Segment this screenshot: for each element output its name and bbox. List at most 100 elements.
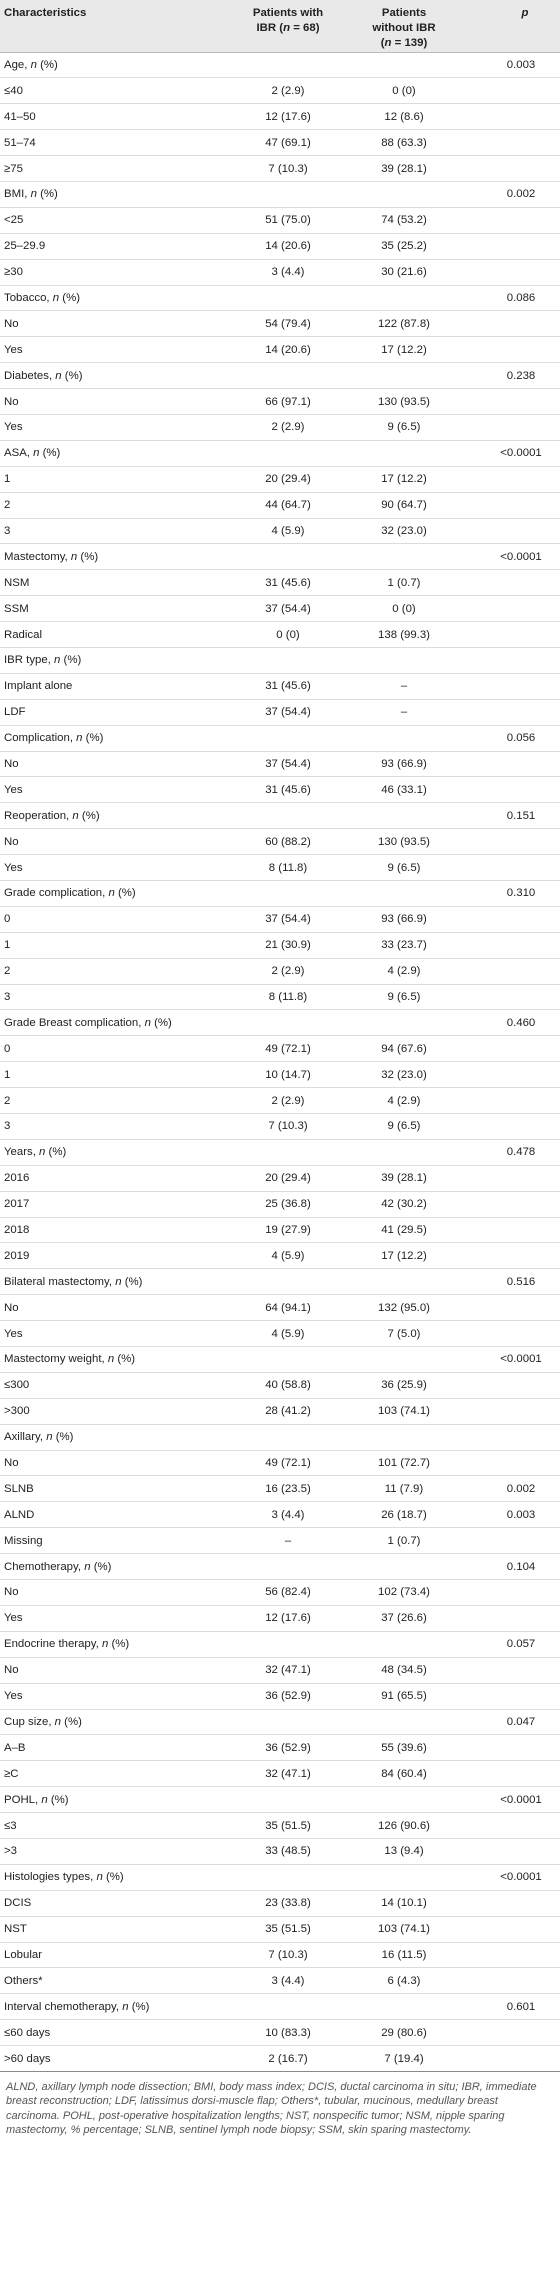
table-row: ≤3 35 (51.5) 126 (90.6) (0, 1812, 560, 1839)
row-p-value (464, 647, 560, 674)
row-value-no-ibr: 13 (9.4) (344, 1838, 464, 1865)
row-label: Yes (0, 414, 232, 441)
row-label: Yes (0, 776, 232, 804)
row-value-ibr: 2 (16.7) (232, 2045, 344, 2072)
row-value-ibr: 7 (10.3) (232, 1113, 344, 1140)
row-value-ibr (232, 647, 344, 674)
row-value-no-ibr: 102 (73.4) (344, 1579, 464, 1606)
table-header: Characteristics Patients with IBR (n = 6… (0, 0, 560, 53)
row-value-ibr: 8 (11.8) (232, 854, 344, 881)
row-p-value (464, 259, 560, 286)
row-value-no-ibr: 130 (93.5) (344, 828, 464, 856)
row-p-value (464, 1035, 560, 1063)
row-label: ≤40 (0, 77, 232, 105)
row-label: Lobular (0, 1942, 232, 1969)
row-value-no-ibr: 16 (11.5) (344, 1942, 464, 1969)
row-label: Grade Breast complication, n (%) (0, 1009, 232, 1037)
header-characteristics: Characteristics (0, 0, 232, 53)
row-value-no-ibr: 103 (74.1) (344, 1916, 464, 1943)
row-value-no-ibr: 32 (23.0) (344, 518, 464, 545)
row-label: Yes (0, 1605, 232, 1632)
row-value-no-ibr: 130 (93.5) (344, 388, 464, 415)
row-value-no-ibr (344, 1553, 464, 1581)
row-value-ibr: 3 (4.4) (232, 1967, 344, 1995)
row-p-value (464, 1657, 560, 1684)
row-value-ibr: 16 (23.5) (232, 1475, 344, 1503)
row-label: 2019 (0, 1242, 232, 1270)
row-p-value (464, 1760, 560, 1788)
row-p-value (464, 336, 560, 364)
row-value-ibr: 19 (27.9) (232, 1217, 344, 1244)
row-value-ibr: 60 (88.2) (232, 828, 344, 856)
row-value-ibr: 54 (79.4) (232, 310, 344, 338)
row-value-ibr: 33 (48.5) (232, 1838, 344, 1865)
row-label: No (0, 1450, 232, 1477)
row-p-value (464, 673, 560, 700)
row-value-no-ibr (344, 880, 464, 907)
row-value-ibr: 49 (72.1) (232, 1450, 344, 1477)
row-label: Mastectomy, n (%) (0, 543, 232, 571)
row-p-value (464, 2045, 560, 2072)
table-row: ALND 3 (4.4) 26 (18.7) 0.003 (0, 1501, 560, 1529)
row-value-no-ibr: 55 (39.6) (344, 1734, 464, 1762)
row-value-no-ibr: 17 (12.2) (344, 466, 464, 493)
row-p-value (464, 518, 560, 545)
table-row: LDF 37 (54.4) – (0, 699, 560, 726)
table-row: No 60 (88.2) 130 (93.5) (0, 828, 560, 856)
row-p-value: 0.002 (464, 1475, 560, 1503)
row-value-no-ibr: – (344, 699, 464, 726)
row-value-ibr: 10 (83.3) (232, 2019, 344, 2047)
table-row: ≤60 days 10 (83.3) 29 (80.6) (0, 2019, 560, 2047)
row-value-no-ibr: 33 (23.7) (344, 932, 464, 959)
row-value-no-ibr: 29 (80.6) (344, 2019, 464, 2047)
row-value-ibr: 3 (4.4) (232, 1501, 344, 1529)
table-row: >300 28 (41.2) 103 (74.1) (0, 1398, 560, 1425)
row-label: ≤60 days (0, 2019, 232, 2047)
table-row: >3 33 (48.5) 13 (9.4) (0, 1838, 560, 1865)
row-p-value (464, 569, 560, 597)
table-row: Yes 2 (2.9) 9 (6.5) (0, 414, 560, 441)
table-row: Radical 0 (0) 138 (99.3) (0, 621, 560, 648)
row-label: Yes (0, 336, 232, 364)
row-value-no-ibr (344, 802, 464, 830)
row-value-no-ibr: 4 (2.9) (344, 1087, 464, 1115)
row-value-ibr: 40 (58.8) (232, 1372, 344, 1399)
row-p-value (464, 1217, 560, 1244)
row-p-value (464, 984, 560, 1011)
row-value-no-ibr: 46 (33.1) (344, 776, 464, 804)
row-value-no-ibr: 9 (6.5) (344, 1113, 464, 1140)
row-value-ibr: 2 (2.9) (232, 958, 344, 985)
table-row: 1 21 (30.9) 33 (23.7) (0, 932, 560, 959)
characteristics-table: Characteristics Patients with IBR (n = 6… (0, 0, 560, 2072)
row-value-no-ibr (344, 52, 464, 79)
row-value-no-ibr (344, 1864, 464, 1891)
row-value-ibr: 25 (36.8) (232, 1191, 344, 1218)
row-p-value: 0.601 (464, 1993, 560, 2021)
row-value-ibr: 56 (82.4) (232, 1579, 344, 1606)
row-label: 1 (0, 466, 232, 493)
row-label: No (0, 310, 232, 338)
table-row: Yes 8 (11.8) 9 (6.5) (0, 854, 560, 881)
table-row: Missing –1 (0.7) (0, 1527, 560, 1555)
row-value-no-ibr: 4 (2.9) (344, 958, 464, 985)
row-label: ≥75 (0, 155, 232, 182)
row-value-no-ibr: 37 (26.6) (344, 1605, 464, 1632)
table-row: Others* 3 (4.4) 6 (4.3) (0, 1967, 560, 1995)
row-value-no-ibr: 132 (95.0) (344, 1294, 464, 1322)
row-p-value (464, 1890, 560, 1917)
table-row: SLNB 16 (23.5) 11 (7.9) 0.002 (0, 1475, 560, 1503)
row-value-no-ibr: 7 (19.4) (344, 2045, 464, 2072)
row-value-no-ibr: 9 (6.5) (344, 854, 464, 881)
row-value-ibr: 47 (69.1) (232, 129, 344, 157)
row-label: Histologies types, n (%) (0, 1864, 232, 1891)
table-row: Yes 12 (17.6) 37 (26.6) (0, 1605, 560, 1632)
table-row: ≥75 7 (10.3) 39 (28.1) (0, 155, 560, 182)
row-p-value (464, 1398, 560, 1425)
row-label: Missing (0, 1527, 232, 1555)
table-row: Cup size, n (%) 0.047 (0, 1709, 560, 1736)
row-p-value (464, 1734, 560, 1762)
row-p-value: 0.478 (464, 1139, 560, 1166)
row-p-value: <0.0001 (464, 1786, 560, 1814)
